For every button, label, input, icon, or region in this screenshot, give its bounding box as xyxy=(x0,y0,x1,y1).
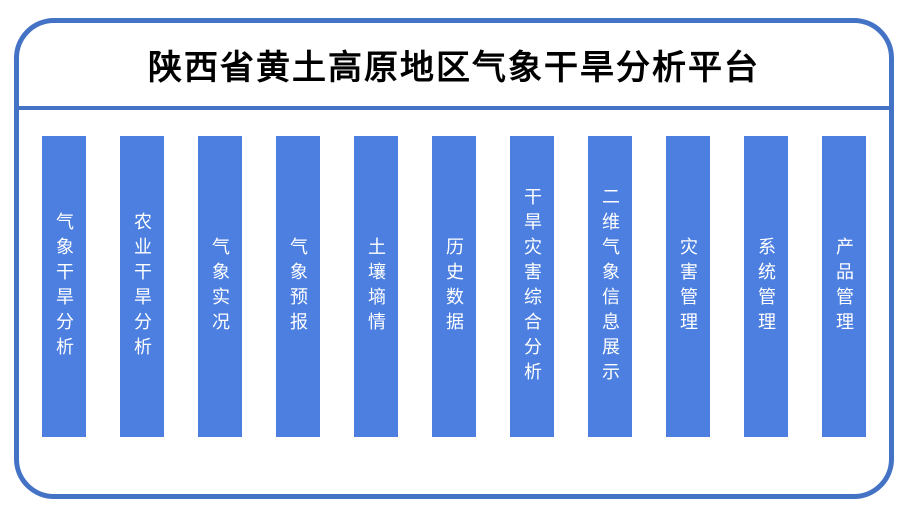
module-bar: 灾害管理 xyxy=(666,136,710,437)
module-bar: 干旱灾害综合分析 xyxy=(510,136,554,437)
module-row: 气象干旱分析 农业干旱分析 气象实况 气象预报 土壤墒情 历史数据 干旱灾害综合… xyxy=(19,136,889,437)
module-label: 灾害管理 xyxy=(678,236,698,337)
platform-frame: 陕西省黄土高原地区气象干旱分析平台 气象干旱分析 农业干旱分析 气象实况 气象预… xyxy=(14,18,894,499)
module-bar: 气象干旱分析 xyxy=(42,136,86,437)
title-section: 陕西省黄土高原地区气象干旱分析平台 xyxy=(19,23,889,106)
module-bar: 二维气象信息展示 xyxy=(588,136,632,437)
module-bar: 历史数据 xyxy=(432,136,476,437)
module-label: 干旱灾害综合分析 xyxy=(522,186,542,387)
module-bar: 土壤墒情 xyxy=(354,136,398,437)
module-label: 二维气象信息展示 xyxy=(600,186,620,387)
platform-title: 陕西省黄土高原地区气象干旱分析平台 xyxy=(148,49,760,87)
module-bar: 气象实况 xyxy=(198,136,242,437)
module-label: 气象干旱分析 xyxy=(54,211,74,362)
module-label: 历史数据 xyxy=(444,236,464,337)
module-bar: 系统管理 xyxy=(744,136,788,437)
module-bar: 产品管理 xyxy=(822,136,866,437)
module-label: 土壤墒情 xyxy=(366,236,386,337)
title-divider xyxy=(19,106,889,110)
module-label: 系统管理 xyxy=(756,236,776,337)
module-bar: 气象预报 xyxy=(276,136,320,437)
module-label: 产品管理 xyxy=(834,236,854,337)
module-label: 气象实况 xyxy=(210,236,230,337)
module-label: 气象预报 xyxy=(288,236,308,337)
module-bar: 农业干旱分析 xyxy=(120,136,164,437)
module-label: 农业干旱分析 xyxy=(132,211,152,362)
